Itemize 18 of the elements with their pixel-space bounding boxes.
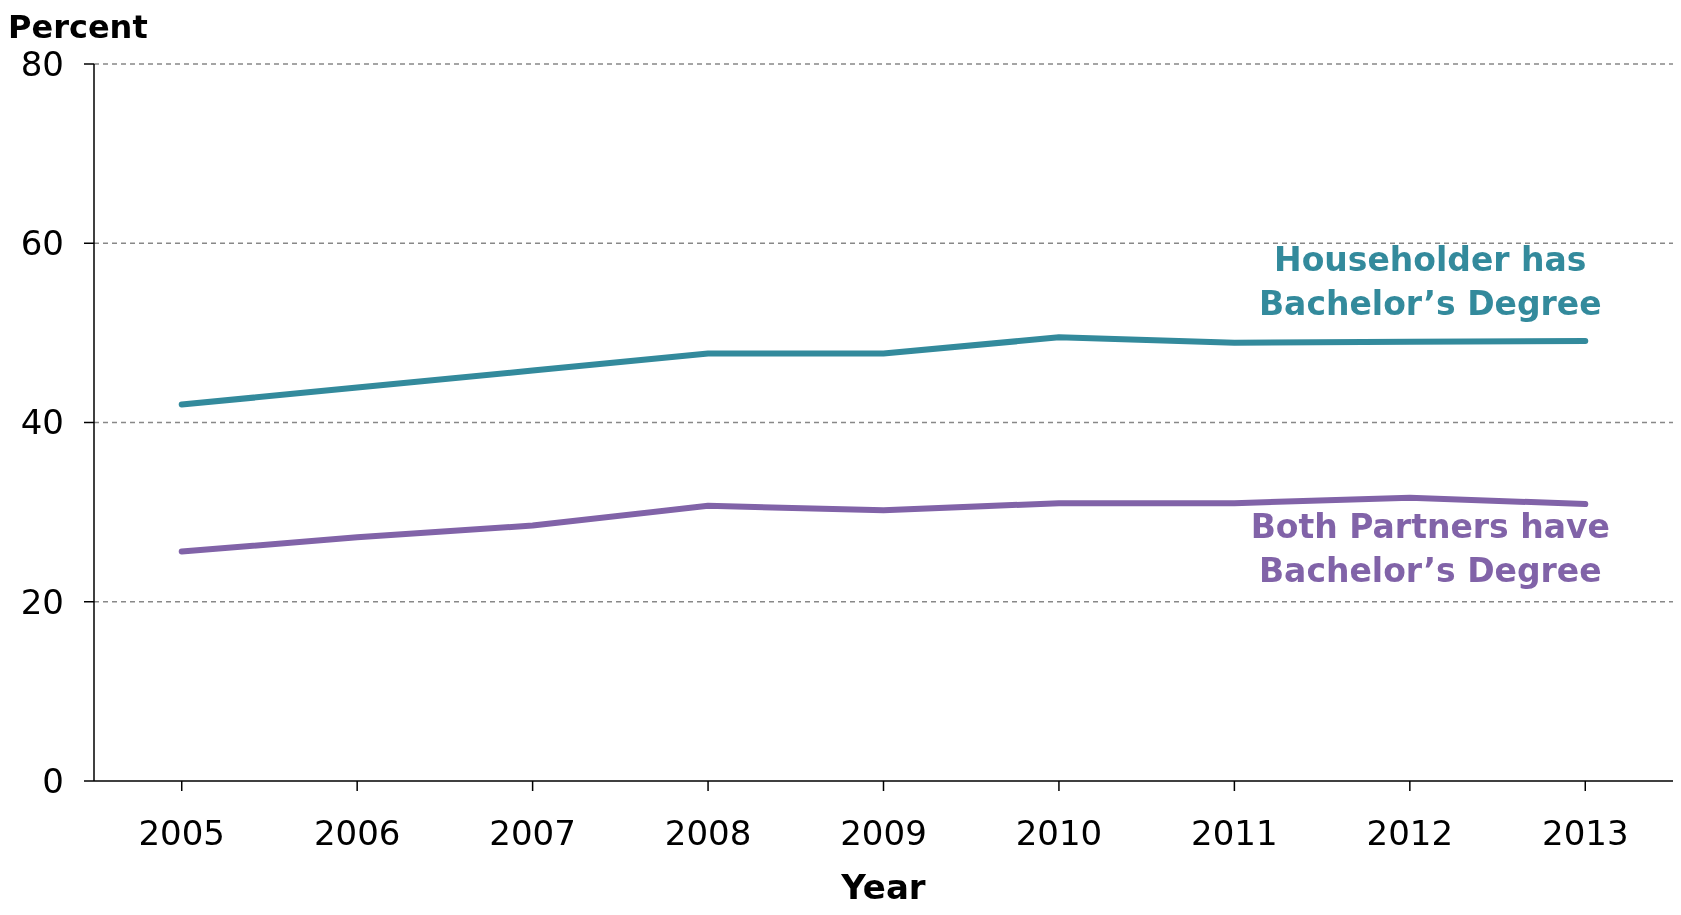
x-tick-label: 2006	[313, 813, 401, 853]
y-tick-label: 80	[20, 43, 64, 84]
y-tick-label: 20	[20, 581, 64, 622]
y-tick-label: 0	[42, 760, 64, 801]
series-label: Both Partners have Bachelor’s Degree	[1250, 507, 1610, 591]
x-tick-label: 2011	[1191, 813, 1278, 853]
y-tick-label: 60	[20, 223, 64, 264]
y-axis-title: Percent	[8, 8, 148, 46]
x-tick-label: 2010	[1015, 813, 1103, 853]
x-tick-label: 2008	[664, 813, 752, 853]
x-axis-title: Year	[840, 867, 926, 907]
series-label: Householder has Bachelor’s Degree	[1258, 239, 1602, 323]
y-tick-label: 40	[20, 402, 64, 443]
x-tick-label: 2005	[138, 813, 225, 853]
x-tick-label: 2012	[1366, 813, 1454, 853]
x-tick-label: 2007	[489, 813, 576, 853]
x-tick-label: 2013	[1542, 813, 1629, 853]
x-tick-label: 2009	[840, 813, 927, 853]
